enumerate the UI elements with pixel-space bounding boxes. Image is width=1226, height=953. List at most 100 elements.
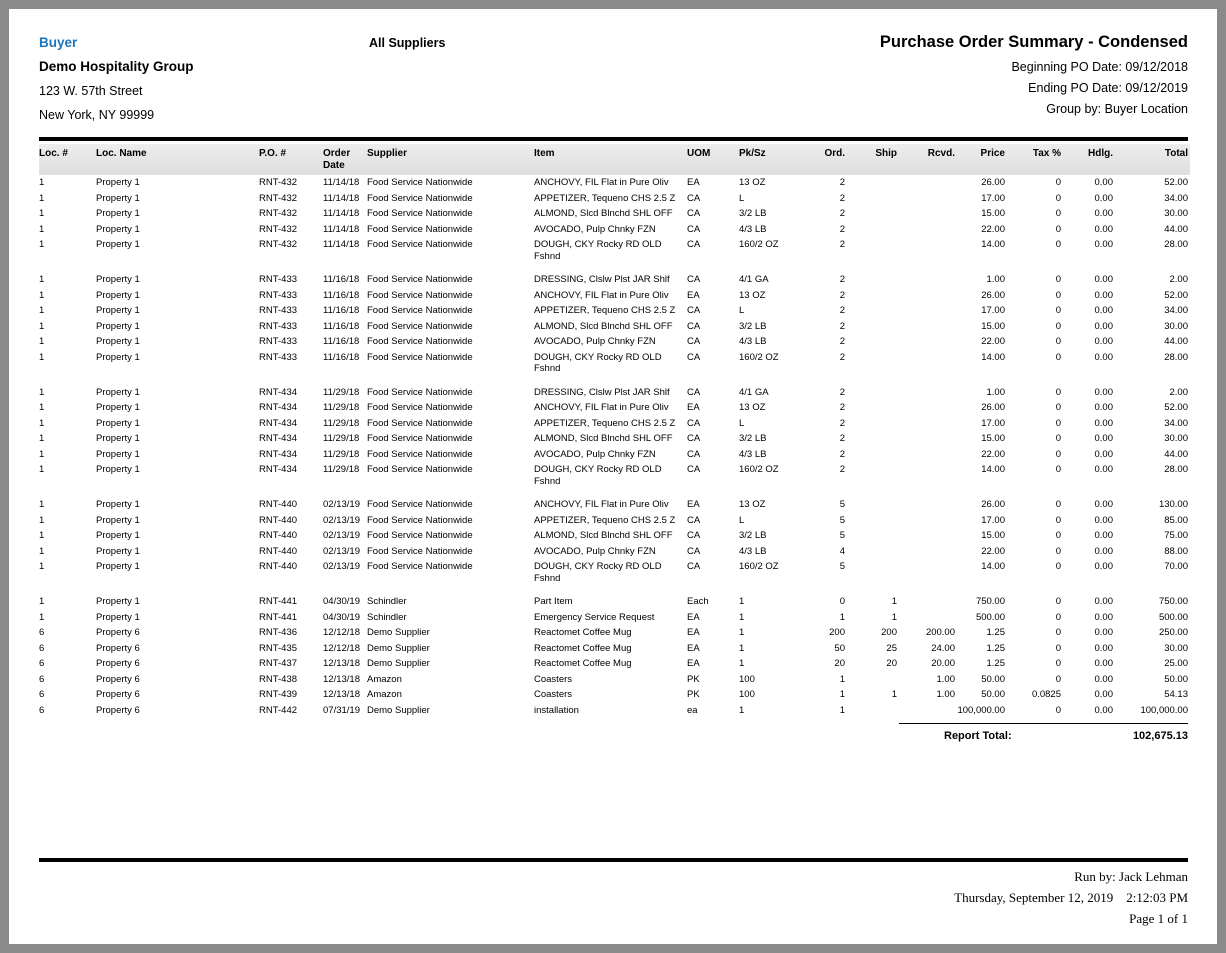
page-title: Purchase Order Summary - Condensed [879,33,1188,51]
table-cell: 11/29/18 [323,386,360,398]
table-cell [847,447,899,463]
table-cell: 28.00 [1164,351,1188,363]
table-cell: 34.00 [1164,305,1188,316]
table-cell: 0.00 [1094,627,1114,638]
table-cell: Each [687,596,709,607]
table-cell: 0 [1055,305,1061,316]
table-cell: RNT-440 [259,561,298,572]
table-row: 1 Property 1 RNT-440 02/13/19 Food Service N… [39,528,1190,544]
table-cell: 130.00 [1158,499,1188,510]
table-cell: 28.00 [1164,464,1188,475]
table-cell [899,497,957,513]
table-cell: 0.00 [1094,274,1114,285]
table-row: 1 Property 1 RNT-440 02/13/19 Food Service N… [39,497,1190,513]
group-spacer [39,377,1190,385]
table-cell: Part Item [534,596,573,607]
table-cell: 6 [39,658,45,669]
table-cell: RNT-437 [259,658,298,669]
table-cell: 15.00 [981,530,1005,541]
table-cell: 1 [39,417,45,429]
table-cell: 1 [739,642,745,654]
table-cell: Property 1 [96,305,140,316]
table-cell: Demo Supplier [367,627,430,638]
table-cell: Food Service Nationwide [367,499,473,510]
table-cell: Property 6 [96,673,140,685]
group-spacer [39,489,1190,497]
table-cell: Coasters [534,673,573,685]
table-cell: 0 [1055,274,1061,285]
table-cell: Food Service Nationwide [367,545,473,557]
table-cell: RNT-436 [259,627,298,638]
buyer-section: Buyer Demo Hospitality Group 123 W. 57th… [39,35,194,132]
table-cell: 30.00 [1164,208,1188,219]
table-cell: 2 [839,289,845,301]
supplier-filter: All Suppliers [369,36,446,50]
table-cell: 1 [39,464,45,475]
table-cell: RNT-433 [259,320,298,332]
table-row: 1 Property 1 RNT-434 11/29/18 Food Service N… [39,447,1190,463]
column-header: Ord. [801,144,847,175]
table-row: 1 Property 1 RNT-433 11/16/18 Food Service N… [39,319,1190,335]
table-cell: 0.00 [1094,689,1114,700]
table-cell: 26.00 [981,177,1005,188]
table-cell: ALMOND, Slcd Blnchd SHL OFF [534,320,673,332]
table-cell: 1 [39,289,45,301]
table-cell: CA [687,386,701,398]
table-cell: Food Service Nationwide [367,530,473,541]
column-header: Loc. # [39,144,96,175]
run-date: Thursday, September 12, 2019 [954,890,1114,905]
table-cell: 50.00 [981,689,1005,700]
table-cell [899,350,957,377]
table-cell: 14.00 [981,351,1005,363]
table-cell [899,610,957,626]
table-cell: 500.00 [975,611,1005,623]
table-cell: 0.00 [1094,673,1114,685]
table-cell: 15.00 [981,433,1005,444]
table-cell: 1 [39,305,45,316]
table-row: 1 Property 1 RNT-432 11/14/18 Food Service N… [39,191,1190,207]
table-cell: 12/12/18 [323,627,360,638]
table-cell: Property 1 [96,433,140,444]
table-cell [847,528,899,544]
table-cell: 1 [39,192,45,204]
table-cell [847,462,899,489]
table-cell: 0.00 [1094,464,1114,475]
column-header: Price [957,144,1007,175]
table-cell: Demo Supplier [367,658,430,669]
table-cell: RNT-433 [259,305,298,316]
table-cell: DOUGH, CKY Rocky RD OLD Fshnd [534,561,662,584]
table-header-row: Loc. # Loc. Name P.O. # Order Date Supplier I… [39,144,1190,175]
table-cell: 2 [839,320,845,332]
table-cell: 13 OZ [739,289,766,301]
table-cell: 0.00 [1094,320,1114,332]
table-cell [899,191,957,207]
table-cell: 14.00 [981,239,1005,250]
table-row: 1 Property 1 RNT-434 11/29/18 Food Service N… [39,416,1190,432]
table-cell: 1 [839,611,845,623]
table-cell: EA [687,499,700,510]
table-cell [847,544,899,560]
table-cell: L [739,192,745,204]
table-cell: 0 [1055,208,1061,219]
table-cell: 6 [39,673,45,685]
table-cell: 14.00 [981,561,1005,572]
table-cell: EA [687,642,700,654]
table-cell: 17.00 [981,514,1005,526]
table-cell [847,222,899,238]
table-cell: 26.00 [981,499,1005,510]
table-cell: 22.00 [981,448,1005,460]
table-cell [899,528,957,544]
table-cell: 0 [1055,289,1061,301]
table-cell [899,222,957,238]
report-table: Loc. # Loc. Name P.O. # Order Date Supplier I… [39,144,1190,718]
table-row: 6 Property 6 RNT-436 12/12/18 Demo Supplier R… [39,625,1190,641]
table-cell: 1 [39,386,45,398]
table-cell: Food Service Nationwide [367,336,473,347]
column-header: Pk/Sz [739,144,801,175]
table-cell [847,191,899,207]
table-cell: 0.00 [1094,530,1114,541]
table-row: 1 Property 1 RNT-434 11/29/18 Food Service N… [39,431,1190,447]
table-header: Loc. # Loc. Name P.O. # Order Date Supplier I… [39,144,1190,175]
table-cell: 4/3 LB [739,545,767,557]
table-cell [847,175,899,191]
